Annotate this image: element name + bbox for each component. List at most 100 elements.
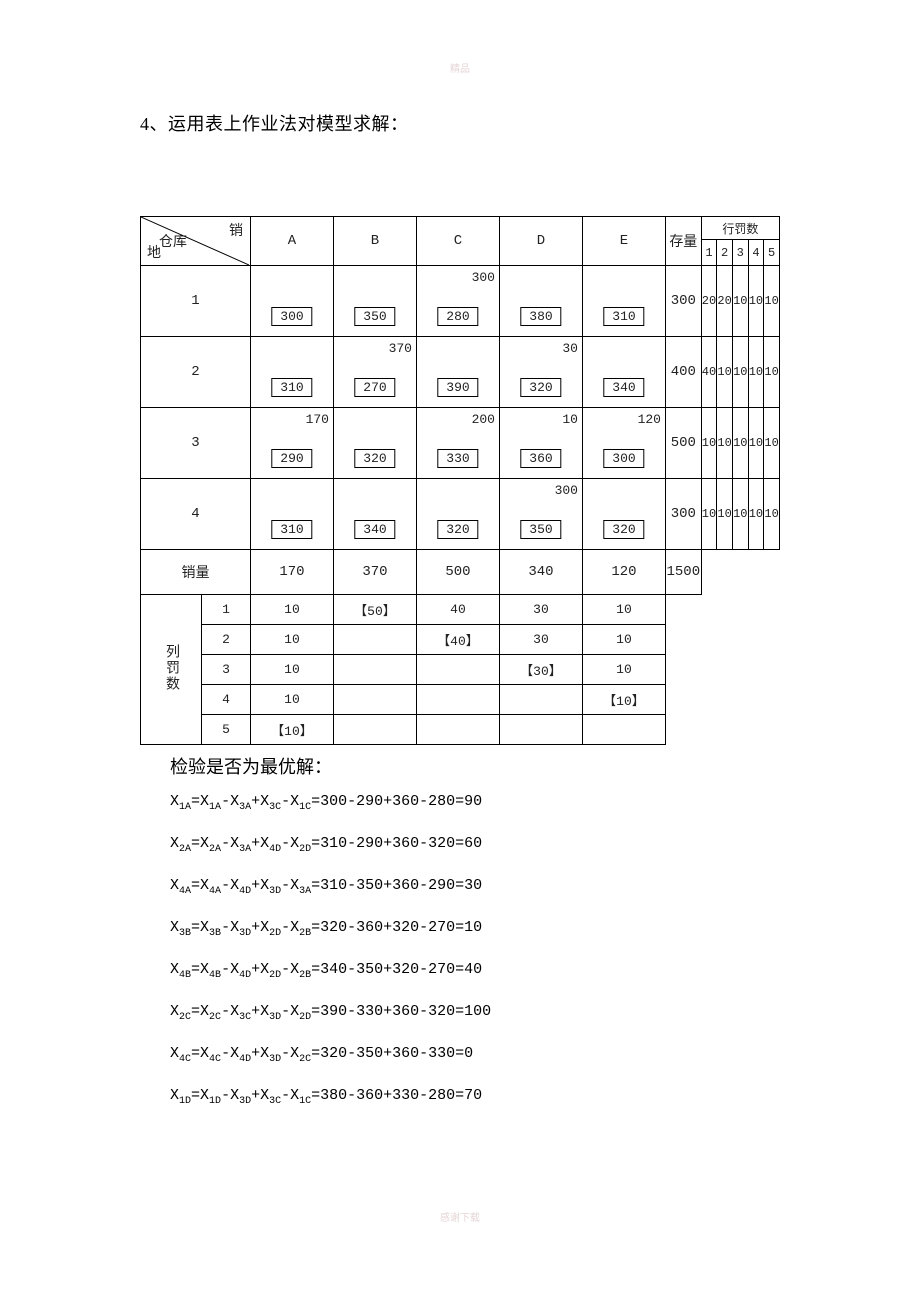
row-penalty-value: 10 — [701, 479, 717, 550]
rp-col-3: 3 — [732, 240, 748, 266]
cost-value: 290 — [271, 449, 312, 468]
row-penalty-value: 10 — [764, 479, 780, 550]
table-row: 43103403203003503203001010101010 — [141, 479, 780, 550]
row-penalty-value: 10 — [701, 408, 717, 479]
col-B: B — [333, 217, 416, 266]
col-penalty-value — [333, 655, 416, 685]
cost-value: 270 — [354, 378, 395, 397]
col-penalty-label: 列罚数 — [141, 595, 202, 745]
page: 4、运用表上作业法对模型求解： 销 仓库 地 A B C D E 存量 行罚数 … — [0, 0, 920, 1189]
row-label: 4 — [141, 479, 251, 550]
diag-bottom: 地 — [147, 242, 161, 262]
data-cell: 350 — [333, 266, 416, 337]
blank-area — [701, 550, 779, 595]
cost-value: 280 — [437, 307, 478, 326]
data-cell: 120300 — [582, 408, 665, 479]
footer-watermark: 感谢下载 — [0, 1209, 920, 1224]
total: 1500 — [665, 550, 701, 595]
equation-line: X2A=X2A-X3A+X4D-X2D=310-290+360-320=60 — [170, 835, 780, 855]
equation-line: X1D=X1D-X3D+X3C-X1C=380-360+330-280=70 — [170, 1087, 780, 1107]
col-penalty-value — [333, 685, 416, 715]
data-cell: 200330 — [416, 408, 499, 479]
data-cell: 380 — [499, 266, 582, 337]
allocation-value: 300 — [472, 270, 495, 285]
col-penalty-value: 10 — [250, 685, 333, 715]
row-penalty-value: 10 — [732, 408, 748, 479]
data-cell: 340 — [582, 337, 665, 408]
col-penalty-value — [499, 685, 582, 715]
cost-value: 360 — [520, 449, 561, 468]
row-penalty-value: 10 — [732, 479, 748, 550]
col-penalty-value: 10 — [582, 595, 665, 625]
data-cell: 170 290 — [250, 408, 333, 479]
row-penalty-value: 10 — [764, 408, 780, 479]
cost-value: 340 — [354, 520, 395, 539]
col-E: E — [582, 217, 665, 266]
col-penalty-row: 列罚数110【50】403010 — [141, 595, 780, 625]
col-penalty-index: 5 — [202, 715, 251, 745]
col-penalty-index: 2 — [202, 625, 251, 655]
sales-label: 销量 — [141, 550, 251, 595]
data-cell: 30 320 — [499, 337, 582, 408]
row-penalty-value: 20 — [701, 266, 717, 337]
cost-value: 340 — [603, 378, 644, 397]
cost-value: 320 — [603, 520, 644, 539]
row-penalty-value: 10 — [717, 408, 733, 479]
cost-value: 310 — [271, 520, 312, 539]
cost-value: 300 — [603, 449, 644, 468]
cost-value: 380 — [520, 307, 561, 326]
allocation-value: 170 — [306, 412, 329, 427]
row-penalty-header: 行罚数 — [701, 217, 779, 240]
col-penalty-value: 10 — [250, 655, 333, 685]
data-cell: 390 — [416, 337, 499, 408]
cost-value: 390 — [437, 378, 478, 397]
equation-line: X4C=X4C-X4D+X3D-X2C=320-350+360-330=0 — [170, 1045, 780, 1065]
row-penalty-value: 10 — [764, 266, 780, 337]
col-penalty-value — [416, 715, 499, 745]
col-penalty-value: 10 — [250, 595, 333, 625]
header-row: 销 仓库 地 A B C D E 存量 行罚数 — [141, 217, 780, 240]
allocation-value: 30 — [562, 341, 578, 356]
supply-header: 存量 — [665, 217, 701, 266]
row-penalty-value: 10 — [732, 266, 748, 337]
cost-value: 300 — [271, 307, 312, 326]
sales-B: 370 — [333, 550, 416, 595]
equation-line: X4B=X4B-X4D+X2D-X2B=340-350+320-270=40 — [170, 961, 780, 981]
cost-value: 320 — [520, 378, 561, 397]
diag-mid: 仓库 — [159, 231, 187, 251]
data-cell: 320 — [416, 479, 499, 550]
col-penalty-value: 【50】 — [333, 595, 416, 625]
supply-value: 500 — [665, 408, 701, 479]
allocation-value: 300 — [555, 483, 578, 498]
col-penalty-value — [333, 625, 416, 655]
col-penalty-value: 10 — [582, 655, 665, 685]
col-C: C — [416, 217, 499, 266]
cost-value: 350 — [520, 520, 561, 539]
transportation-table: 销 仓库 地 A B C D E 存量 行罚数 1 2 3 4 5 1 300 35… — [140, 216, 780, 745]
cost-value: 310 — [603, 307, 644, 326]
row-penalty-value: 10 — [748, 337, 764, 408]
check-title: 检验是否为最优解： — [170, 753, 780, 779]
row-penalty-value: 10 — [764, 337, 780, 408]
data-cell: 320 — [582, 479, 665, 550]
cost-value: 320 — [437, 520, 478, 539]
row-label: 1 — [141, 266, 251, 337]
col-penalty-value: 40 — [416, 595, 499, 625]
equations-block: 检验是否为最优解： X1A=X1A-X3A+X3C-X1C=300-290+36… — [140, 753, 780, 1107]
sales-row: 销量 170 370 500 340 120 1500 — [141, 550, 780, 595]
row-penalty-value: 10 — [717, 479, 733, 550]
cost-value: 350 — [354, 307, 395, 326]
col-penalty-value: 【40】 — [416, 625, 499, 655]
top-watermark: 精品 — [450, 60, 470, 75]
row-penalty-value: 20 — [717, 266, 733, 337]
data-cell: 320 — [333, 408, 416, 479]
col-penalty-value — [416, 655, 499, 685]
equation-line: X2C=X2C-X3C+X3D-X2D=390-330+360-320=100 — [170, 1003, 780, 1023]
sales-D: 340 — [499, 550, 582, 595]
data-cell: 10360 — [499, 408, 582, 479]
blank-cell — [665, 595, 701, 745]
row-penalty-value: 10 — [748, 479, 764, 550]
data-cell: 300 — [250, 266, 333, 337]
col-penalty-value: 10 — [582, 625, 665, 655]
rp-col-1: 1 — [701, 240, 717, 266]
